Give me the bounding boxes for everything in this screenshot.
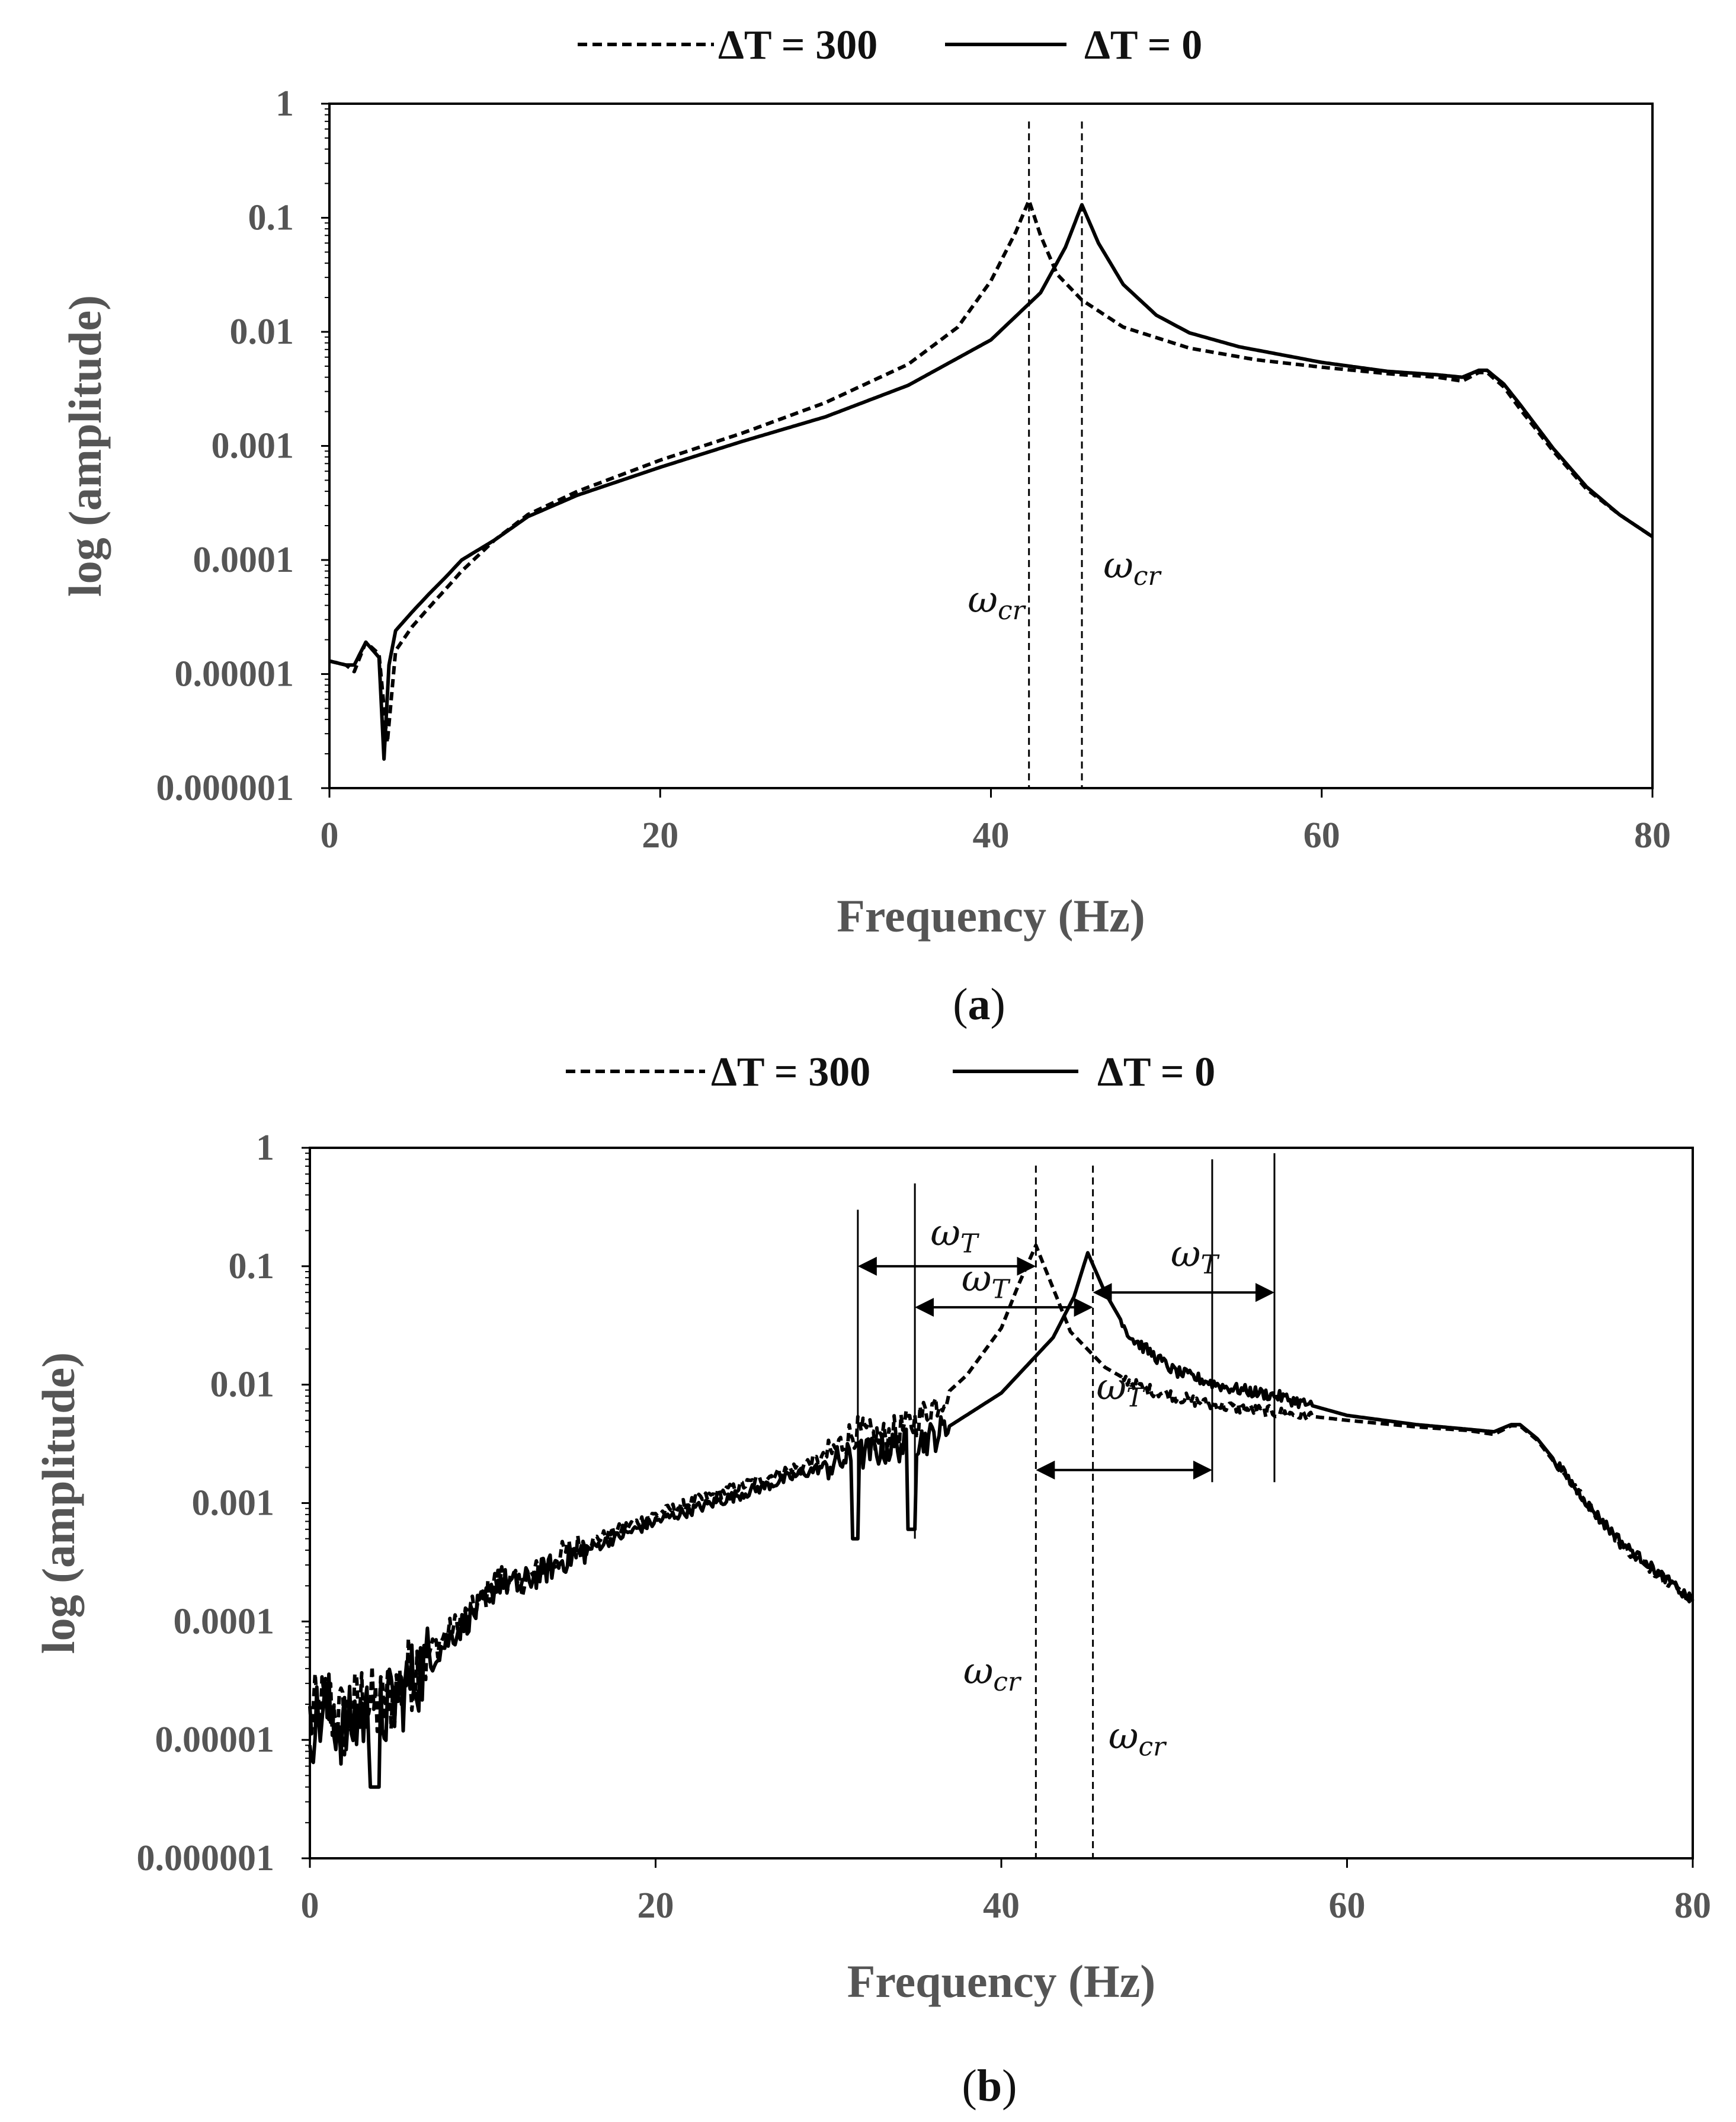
panel-b-plot-frame (309, 1147, 1694, 1859)
panel-b-legend-label-dt0: ΔT = 0 (1097, 1049, 1215, 1095)
panel-b-omega-t-label-main: ω (962, 1256, 992, 1300)
panel-a-x-tick-label: 20 (642, 815, 678, 856)
panel-a-caption-open: ( (953, 980, 968, 1029)
panel-b-omega-t-label-sub: T (960, 1229, 980, 1259)
panel-a-x-tick-label: 60 (1303, 815, 1340, 856)
panel-a-legend-label-dt0: ΔT = 0 (1084, 23, 1202, 68)
panel-b-x-tick-label: 60 (1329, 1886, 1366, 1926)
panel-a-plot-frame (328, 103, 1654, 789)
panel-b-caption-letter: b (977, 2061, 1002, 2111)
panel-a-omega-cr-label: ωcr (968, 578, 1026, 626)
panel-a-y-tick-label: 1 (276, 84, 294, 124)
panel-b-omega-cr-label-sub: cr (993, 1667, 1022, 1697)
panel-b-y-tick-label: 0.01 (210, 1365, 275, 1405)
panel-a-omega-cr-label-sub: cr (1133, 561, 1162, 591)
panel-a-x-axis-title: Frequency (Hz) (837, 890, 1145, 942)
panel-a-omega-cr-label-main: ω (1103, 543, 1133, 587)
panel-b-y-axis-title: log (amplitude) (33, 1352, 84, 1654)
panel-b-x-axis-title: Frequency (Hz) (847, 1955, 1156, 2007)
panel-b-omega-cr-label-main: ω (963, 1649, 994, 1692)
panel-b-omega-cr-label-sub: cr (1138, 1731, 1167, 1762)
panel-b-omega-cr-label-main: ω (1109, 1714, 1139, 1757)
panel-b-omega-t-label-sub: T (991, 1274, 1011, 1304)
panel-a-omega-cr-label-main: ω (968, 578, 998, 621)
panel-b-y-tick-label: 0.000001 (137, 1838, 275, 1878)
panel-b-omega-t-label-sub: T (1126, 1383, 1146, 1413)
panel-b-series-dt0-line (308, 1251, 1695, 1789)
panel-b-x-tick-label: 20 (638, 1886, 674, 1926)
panel-b-omega-t-label-main: ω (1096, 1365, 1126, 1409)
panel-b-omega-t-label: ωT (962, 1256, 1011, 1304)
panel-b-omega-t-label-main: ω (1171, 1232, 1201, 1275)
panel-b-y-tick-label: 1 (256, 1128, 274, 1168)
panel-a-y-axis-title: log (amplitude) (59, 295, 111, 597)
panel-a-omega-cr-label: ωcr (1103, 543, 1162, 591)
panel-a-y-tick-label: 0.1 (248, 198, 294, 238)
panel-a-x-tick-label: 40 (973, 815, 1010, 856)
panel-a-omega-cr-label-sub: cr (998, 596, 1027, 626)
panel-b-omega-t-label: ωT (1096, 1365, 1146, 1413)
panel-b-y-tick-label: 0.1 (229, 1246, 275, 1286)
panel-b-caption: (b) (962, 2061, 1017, 2111)
panel-a-y-tick-label: 0.000001 (156, 768, 294, 808)
panel-a-caption-letter: a (968, 980, 991, 1029)
panel-b-y-tick-label: 0.001 (192, 1483, 275, 1524)
panel-a-y-tick-label: 0.001 (212, 426, 294, 466)
panel-b-omega-t-label-sub: T (1200, 1250, 1220, 1280)
panel-b-caption-close: ) (1002, 2061, 1017, 2111)
panel-b-omega-t-label: ωT (930, 1211, 980, 1259)
chart-panel-b: 1 0.1 0.01 0.001 0.0001 0.00001 0.000001 0 20 40 6… (33, 1049, 1711, 2111)
panel-a-legend-label-dt300: ΔT = 300 (718, 23, 877, 68)
panel-b-omega-cr-label: ωcr (963, 1649, 1022, 1697)
panel-b-x-tick-label: 0 (301, 1886, 319, 1926)
panel-a-y-tick-label: 0.0001 (193, 540, 294, 580)
panel-b-x-tick-label: 40 (983, 1886, 1020, 1926)
panel-a-caption-close: ) (991, 980, 1005, 1029)
chart-panel-a: 1 0.1 0.01 0.001 0.0001 0.00001 0.000001 0 20 40 6… (59, 23, 1671, 1029)
panel-b-x-tick-label: 80 (1674, 1886, 1711, 1926)
panel-b-legend-label-dt300: ΔT = 300 (711, 1049, 870, 1095)
panel-b-y-tick-label: 0.0001 (174, 1601, 275, 1641)
panel-a-series-dt0-line (329, 203, 1654, 761)
panel-a-x-tick-label: 0 (321, 815, 339, 856)
panel-b-omega-t-label: ωT (1171, 1232, 1221, 1280)
panel-b-omega-cr-label: ωcr (1109, 1714, 1167, 1762)
panel-a-caption: (a) (953, 980, 1005, 1029)
panel-b-omega-t-label-main: ω (930, 1211, 960, 1254)
panel-a-series-dt300-line (329, 199, 1654, 745)
panel-a-y-tick-label: 0.00001 (175, 654, 294, 694)
panel-a-y-tick-label: 0.01 (230, 312, 294, 352)
panel-b-caption-open: ( (962, 2061, 977, 2111)
panel-b-y-tick-label: 0.00001 (155, 1720, 275, 1760)
panel-a-x-tick-label: 80 (1634, 815, 1671, 856)
